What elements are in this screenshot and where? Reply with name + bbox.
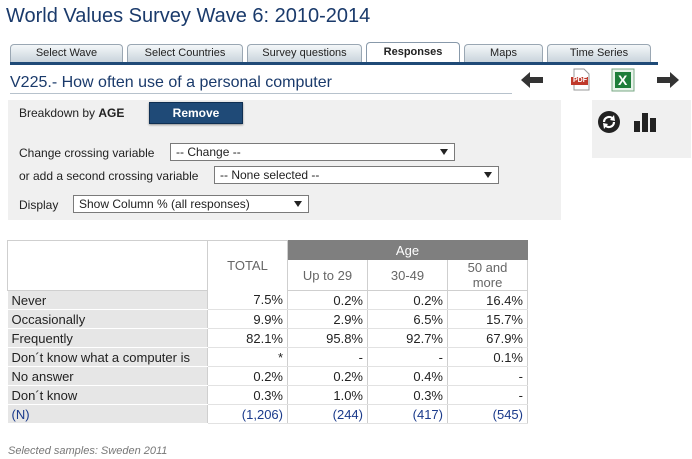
remove-button[interactable]: Remove [149, 102, 243, 124]
breakdown-label: Breakdown by AGE [19, 106, 124, 120]
display-select-value: Show Column % (all responses) [79, 197, 250, 211]
value-cell: 16.4% [447, 290, 528, 310]
total-header: TOTAL [207, 240, 288, 291]
excel-icon[interactable]: X [611, 68, 635, 92]
value-cell: 0.1% [447, 347, 528, 367]
chevron-down-icon [294, 201, 302, 207]
excel-label: X [618, 72, 628, 88]
value-cell: - [447, 366, 528, 386]
tab-time-series[interactable]: Time Series [547, 44, 651, 62]
total-cell: 7.5% [207, 290, 288, 310]
value-cell: 2.9% [287, 309, 368, 329]
column-header: 30-49 [367, 259, 448, 291]
tab-maps[interactable]: Maps [464, 44, 543, 62]
display-select[interactable]: Show Column % (all responses) [73, 195, 309, 213]
age-group-header: Age [287, 240, 528, 260]
total-cell: 9.9% [207, 309, 288, 329]
variable-title: V225.- How often use of a personal compu… [10, 74, 332, 91]
sample-size-row: (N) (1,206) (244) (417) (545) [7, 404, 528, 424]
selected-samples-note: Selected samples: Sweden 2011 [8, 445, 168, 457]
value-cell: 92.7% [367, 328, 448, 348]
table-row: Occasionally 9.9% 2.9% 6.5% 15.7% [7, 309, 528, 329]
tab-select-countries[interactable]: Select Countries [127, 44, 243, 62]
table-row: No answer 0.2% 0.2% 0.4% - [7, 366, 528, 386]
value-cell: 0.2% [367, 290, 448, 310]
value-cell: (244) [287, 404, 368, 424]
tab-bar: Select Wave Select Countries Survey ques… [10, 42, 655, 62]
crossing-label: Change crossing variable [19, 146, 155, 160]
value-cell: 0.4% [367, 366, 448, 386]
value-cell: 6.5% [367, 309, 448, 329]
second-crossing-label: or add a second crossing variable [19, 169, 199, 183]
results-table: TOTAL Age Up to 29 30-49 50 and more Nev… [7, 240, 528, 424]
value-cell: 0.3% [367, 385, 448, 405]
row-label: Don´t know [7, 385, 208, 405]
bar-chart-icon[interactable] [632, 110, 658, 134]
value-cell: 15.7% [447, 309, 528, 329]
tab-responses[interactable]: Responses [366, 42, 460, 62]
arrow-right-icon[interactable] [655, 70, 681, 90]
total-cell: 0.3% [207, 385, 288, 405]
pdf-label: PDF [573, 77, 587, 84]
value-cell: 95.8% [287, 328, 368, 348]
crossing-panel: Breakdown by AGE Remove Change crossing … [8, 100, 561, 220]
column-header: Up to 29 [287, 259, 368, 291]
row-label: Never [7, 290, 208, 310]
value-cell: 0.2% [287, 366, 368, 386]
value-cell: - [287, 347, 368, 367]
crossing-select-value: -- Change -- [176, 145, 241, 159]
refresh-icon[interactable] [597, 110, 621, 134]
value-cell: 67.9% [447, 328, 528, 348]
breakdown-variable: AGE [98, 106, 125, 120]
breakdown-prefix: Breakdown by [19, 106, 99, 120]
total-cell: (1,206) [207, 404, 288, 424]
chevron-down-icon [484, 172, 492, 178]
variable-title-underline [10, 93, 512, 94]
value-cell: - [367, 347, 448, 367]
table-row: Never 7.5% 0.2% 0.2% 16.4% [7, 290, 528, 310]
row-label: No answer [7, 366, 208, 386]
total-cell: 82.1% [207, 328, 288, 348]
value-cell: (545) [447, 404, 528, 424]
crossing-select[interactable]: -- Change -- [170, 143, 455, 161]
table-row: Frequently 82.1% 95.8% 92.7% 67.9% [7, 328, 528, 348]
value-cell: (417) [367, 404, 448, 424]
row-label: Occasionally [7, 309, 208, 329]
side-tools-panel [592, 100, 691, 158]
column-header: 50 and more [447, 259, 528, 291]
table-corner [7, 240, 208, 291]
pdf-icon[interactable]: PDF [570, 68, 592, 92]
row-label: Frequently [7, 328, 208, 348]
chevron-down-icon [440, 149, 448, 155]
tab-select-wave[interactable]: Select Wave [10, 44, 123, 62]
page-title: World Values Survey Wave 6: 2010-2014 [6, 5, 371, 27]
row-label: Don´t know what a computer is [7, 347, 208, 367]
row-label: (N) [7, 404, 208, 424]
second-crossing-select-value: -- None selected -- [220, 168, 320, 182]
table-row: Don´t know 0.3% 1.0% 0.3% - [7, 385, 528, 405]
arrow-left-icon[interactable] [519, 70, 545, 90]
tab-divider [10, 62, 658, 65]
value-cell: 1.0% [287, 385, 368, 405]
display-label: Display [19, 198, 59, 212]
second-crossing-select[interactable]: -- None selected -- [214, 166, 499, 184]
table-row: Don´t know what a computer is * - - 0.1% [7, 347, 528, 367]
value-cell: - [447, 385, 528, 405]
total-cell: 0.2% [207, 366, 288, 386]
value-cell: 0.2% [287, 290, 368, 310]
total-cell: * [207, 347, 288, 367]
tab-survey-questions[interactable]: Survey questions [247, 44, 362, 62]
